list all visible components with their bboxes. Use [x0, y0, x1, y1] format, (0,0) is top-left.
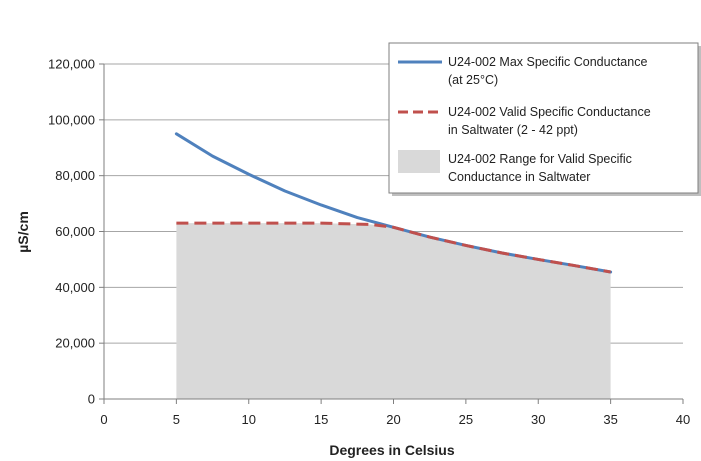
legend-label: in Saltwater (2 - 42 ppt)	[448, 123, 578, 137]
x-tick-label: 0	[100, 412, 107, 427]
x-tick-label: 35	[603, 412, 617, 427]
axis-layer	[99, 63, 684, 404]
series-valid-conductance-line	[176, 221, 611, 274]
line-layer	[174, 132, 613, 274]
y-tick-label: 100,000	[48, 112, 95, 127]
y-tick-label: 0	[88, 392, 95, 407]
x-tick-label: 30	[531, 412, 545, 427]
x-tick-label: 40	[676, 412, 690, 427]
x-tick-label: 5	[173, 412, 180, 427]
legend-label: U24-002 Range for Valid Specific	[448, 152, 632, 166]
legend: U24-002 Max Specific Conductance (at 25°C…	[388, 42, 701, 196]
legend-label: (at 25°C)	[448, 73, 498, 87]
y-tick-label: 80,000	[55, 168, 95, 183]
y-tick-label: 60,000	[55, 224, 95, 239]
y-axis-title: µS/cm	[15, 211, 31, 253]
y-tick-label: 120,000	[48, 57, 95, 72]
legend-swatch-area	[398, 150, 440, 173]
area-layer	[176, 223, 611, 399]
y-tick-label: 20,000	[55, 336, 95, 351]
y-tick-label: 40,000	[55, 280, 95, 295]
legend-label: U24-002 Max Specific Conductance	[448, 55, 647, 69]
legend-box	[388, 42, 699, 194]
tick-label-layer: 0 20,000 40,000 60,000 80,000 100,000 120,000 0…	[48, 57, 690, 428]
x-tick-label: 10	[242, 412, 256, 427]
x-tick-label: 20	[386, 412, 400, 427]
legend-label: Conductance in Saltwater	[448, 170, 590, 184]
x-tick-label: 25	[459, 412, 473, 427]
legend-label: U24-002 Valid Specific Conductance	[448, 105, 651, 119]
x-tick-label: 15	[314, 412, 328, 427]
legend-items: U24-002 Max Specific Conductance (at 25°C…	[398, 55, 651, 184]
x-axis-title: Degrees in Celsius	[329, 442, 454, 458]
series-range-area	[176, 223, 611, 399]
